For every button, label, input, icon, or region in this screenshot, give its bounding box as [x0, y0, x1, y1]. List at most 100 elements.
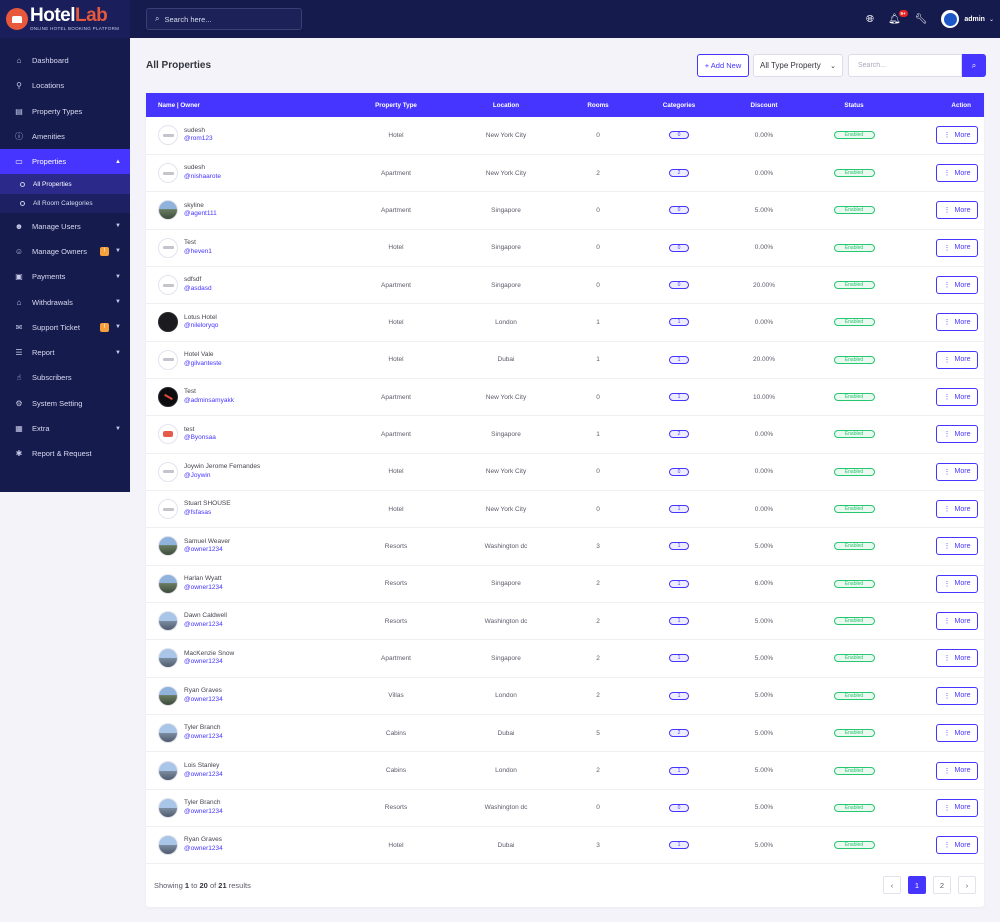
owner-username-link[interactable]: @owner1234 [184, 845, 223, 853]
top-search-input[interactable] [164, 14, 285, 24]
more-button[interactable]: ⋮ More [936, 836, 978, 855]
sidebar-item-properties[interactable]: ▭ Properties ▲ [0, 149, 130, 175]
properties-submenu: All Properties All Room Categories [0, 174, 130, 214]
bell-icon[interactable]: 🔔︎ 9+ [887, 9, 908, 25]
sidebar-item-manage-users[interactable]: ☻ Manage Users ▼ [0, 213, 130, 238]
cell-action: ⋮ More [888, 640, 984, 677]
status-badge: Enabled [833, 654, 875, 663]
property-search-input[interactable] [858, 62, 958, 69]
cell-rooms: 2 [596, 169, 600, 177]
more-button[interactable]: ⋮ More [936, 500, 978, 519]
cell-categories: 0 [650, 229, 708, 266]
more-button[interactable]: ⋮ More [936, 649, 978, 668]
globe-icon[interactable]: 🌐︎ [865, 13, 874, 25]
sidebar-item-subscribers[interactable]: ☝ Subscribers [0, 365, 130, 390]
more-button[interactable]: ⋮ More [936, 537, 978, 556]
owner-username-link[interactable]: @rom123 [184, 135, 213, 143]
cell-categories: 0 [650, 192, 708, 229]
sidebar-item-label: Payments [32, 272, 66, 282]
cell-location: London [495, 767, 517, 775]
search-button[interactable]: ⌕ [962, 54, 986, 77]
owner-username-link[interactable]: @gilvanteste [184, 359, 222, 367]
more-button-label: More [954, 318, 971, 326]
more-button[interactable]: ⋮ More [936, 313, 978, 332]
more-button[interactable]: ⋮ More [936, 126, 978, 145]
more-button[interactable]: ⋮ More [936, 276, 978, 295]
admin-menu[interactable]: admin ⌄ [941, 10, 994, 28]
more-vertical-icon: ⋮ [943, 244, 951, 252]
more-button-label: More [954, 468, 971, 476]
owner-username-link[interactable]: @nileloryqo [184, 322, 219, 330]
sidebar-item-manage-owners[interactable]: ☺ Manage Owners! ▼ [0, 239, 130, 264]
sidebar: HotelLab ONLINE HOTEL BOOKING PLATFORM ⌂… [0, 0, 130, 492]
owner-username-link[interactable]: @owner1234 [184, 733, 223, 741]
top-search[interactable]: ⌕ [146, 8, 302, 30]
sidebar-item-locations[interactable]: ⚲ Locations [0, 73, 130, 98]
sidebar-item-report[interactable]: ☰ Report ▼ [0, 340, 130, 365]
cell-discount: 5.00% [754, 729, 774, 737]
owner-username-link[interactable]: @owner1234 [184, 546, 223, 554]
more-button[interactable]: ⋮ More [936, 612, 978, 631]
owner-username-link[interactable]: @fsfasas [184, 509, 212, 517]
next-page-button[interactable]: › [958, 876, 976, 894]
chevron-down-icon: ▼ [115, 324, 121, 331]
cell-status: Enabled [820, 528, 888, 565]
wrench-icon[interactable]: 🔧︎ [914, 13, 928, 25]
cell-action: ⋮ More [888, 453, 984, 490]
page-2-button[interactable]: 2 [933, 876, 951, 894]
page-1-button[interactable]: 1 [908, 876, 926, 894]
sidebar-item-payments[interactable]: ▣ Payments ▼ [0, 264, 130, 289]
cell-status: Enabled [820, 453, 888, 490]
more-button-label: More [954, 542, 971, 550]
property-type-select[interactable]: All Type Property ⌄ [753, 54, 843, 77]
owner-username-link[interactable]: @owner1234 [184, 583, 223, 591]
report-icon: ☰ [15, 348, 23, 358]
owner-username-link[interactable]: @owner1234 [184, 770, 223, 778]
brand[interactable]: HotelLab ONLINE HOTEL BOOKING PLATFORM [0, 0, 130, 38]
more-button-label: More [954, 505, 971, 513]
owner-username-link[interactable]: @adminsamyakk [184, 397, 234, 405]
owner-username-link[interactable]: @Byonsaa [184, 434, 216, 442]
property-search[interactable] [848, 54, 962, 77]
owner-username-link[interactable]: @heven1 [184, 247, 212, 255]
sidebar-item-extra[interactable]: ▦ Extra ▼ [0, 416, 130, 441]
cell-categories: 1 [650, 752, 708, 789]
sidebar-subitem-all-room-categories[interactable]: All Room Categories [0, 194, 130, 214]
prev-page-button[interactable]: ‹ [883, 876, 901, 894]
more-button[interactable]: ⋮ More [936, 350, 978, 369]
cell-property-type: Apartment [381, 206, 411, 214]
more-button[interactable]: ⋮ More [936, 574, 978, 593]
more-button[interactable]: ⋮ More [936, 724, 978, 743]
owner-username-link[interactable]: @Joywin [184, 471, 211, 479]
sidebar-item-system-setting[interactable]: ⚙ System Setting [0, 391, 130, 416]
owner-username-link[interactable]: @owner1234 [184, 695, 223, 703]
cell-rooms: 0 [596, 468, 600, 476]
sidebar-item-property-types[interactable]: ▤ Property Types [0, 99, 130, 124]
cell-rooms: 2 [596, 767, 600, 775]
owner-username-link[interactable]: @nishaarote [184, 173, 221, 181]
owner-username-link[interactable]: @owner1234 [184, 658, 223, 666]
sidebar-item-support-ticket[interactable]: ✉ Support Ticket! ▼ [0, 315, 130, 340]
sidebar-subitem-all-properties[interactable]: All Properties [0, 174, 130, 194]
owner-username-link[interactable]: @asdasd [184, 285, 212, 293]
more-button[interactable]: ⋮ More [936, 388, 978, 407]
table-row: Tyler Branch @owner1234 Resorts Washington … [146, 789, 984, 827]
more-button[interactable]: ⋮ More [936, 761, 978, 780]
more-button[interactable]: ⋮ More [936, 462, 978, 481]
more-vertical-icon: ⋮ [943, 468, 951, 476]
owner-username-link[interactable]: @agent111 [184, 210, 217, 218]
more-button[interactable]: ⋮ More [936, 164, 978, 183]
more-button[interactable]: ⋮ More [936, 425, 978, 444]
sidebar-item-amenities[interactable]: ⓘ Amenities [0, 124, 130, 149]
more-button[interactable]: ⋮ More [936, 686, 978, 705]
sidebar-item-dashboard[interactable]: ⌂ Dashboard [0, 48, 130, 73]
more-button[interactable]: ⋮ More [936, 798, 978, 817]
sidebar-item-withdrawals[interactable]: ⌂ Withdrawals ▼ [0, 289, 130, 314]
add-new-button[interactable]: + Add New [697, 54, 749, 77]
owner-username-link[interactable]: @owner1234 [184, 621, 223, 629]
more-button[interactable]: ⋮ More [936, 238, 978, 257]
more-button[interactable]: ⋮ More [936, 201, 978, 220]
owner-username-link[interactable]: @owner1234 [184, 807, 223, 815]
sidebar-item-report-request[interactable]: ✱ Report & Request [0, 441, 130, 466]
cell-rooms: 1 [596, 430, 600, 438]
